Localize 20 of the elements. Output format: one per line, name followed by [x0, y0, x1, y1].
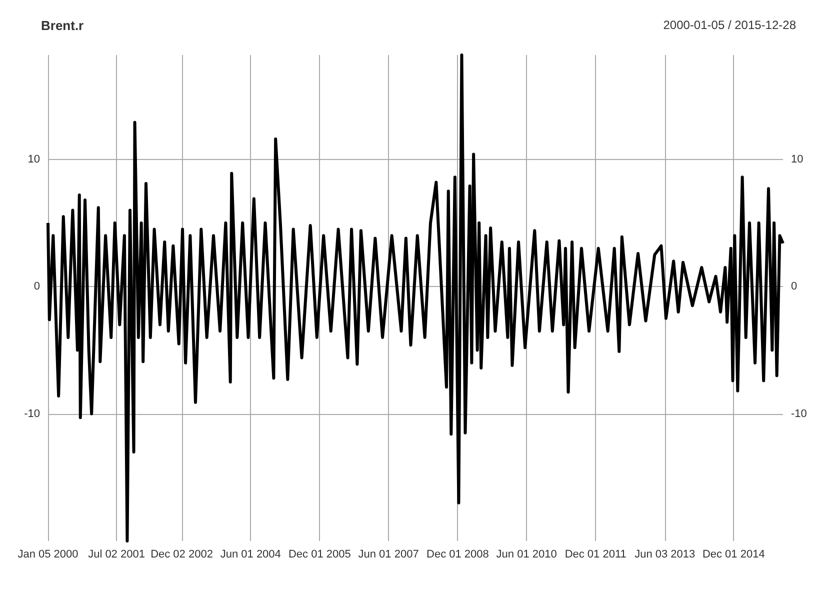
- y-tick-label: 0: [34, 280, 40, 293]
- x-tick-label: Jun 03 2013: [634, 548, 696, 560]
- x-tick-label: Jun 01 2007: [358, 548, 419, 560]
- x-tick-label: Dec 01 2008: [426, 548, 489, 560]
- chart-title: Brent.r: [41, 18, 84, 33]
- x-tick-label: Dec 01 2005: [288, 548, 351, 560]
- x-tick-label: Jul 02 2001: [88, 548, 145, 560]
- y2-tick-label: -10: [791, 408, 807, 420]
- y-tick-label: -10: [24, 408, 40, 420]
- y2-tick-label: 10: [791, 153, 804, 166]
- chart-subtitle: 2000-01-05 / 2015-12-28: [663, 18, 796, 32]
- y2-tick-label: 0: [791, 280, 798, 293]
- x-tick-label: Jan 05 2000: [18, 548, 78, 560]
- x-tick-label: Dec 02 2002: [150, 548, 213, 560]
- x-tick-label: Jun 01 2004: [220, 548, 281, 560]
- x-tick-label: Dec 01 2011: [564, 548, 626, 560]
- x-tick-label: Jun 01 2010: [496, 548, 557, 560]
- line-series: [46, 54, 784, 542]
- x-tick-label: Dec 01 2014: [702, 548, 765, 560]
- y-tick-label: 10: [28, 153, 40, 166]
